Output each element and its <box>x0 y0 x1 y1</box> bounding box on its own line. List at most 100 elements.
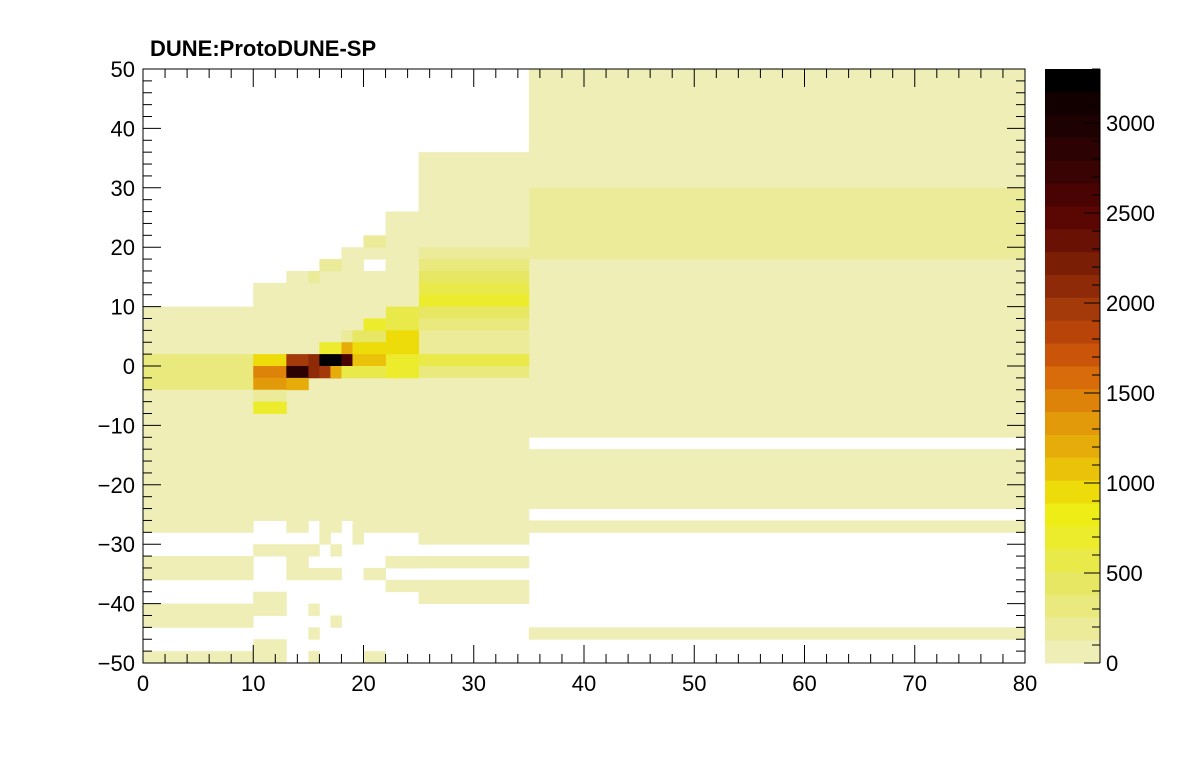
heatmap-cell <box>418 247 530 260</box>
palette-swatch <box>1045 183 1100 207</box>
palette-swatch <box>1045 480 1100 504</box>
heatmap-cell <box>418 591 530 604</box>
heatmap-cell <box>385 306 420 331</box>
y-tick-label: −20 <box>98 473 135 498</box>
heatmap-cell <box>352 508 364 545</box>
palette-swatch <box>1045 434 1100 458</box>
palette-swatch <box>1045 571 1100 595</box>
color-palette <box>1045 69 1100 664</box>
heatmap-cell <box>286 556 309 569</box>
heatmap-cell <box>143 354 254 391</box>
palette-swatch <box>1045 457 1100 481</box>
heatmap-cell <box>319 342 342 355</box>
heatmap-cell <box>363 235 386 248</box>
palette-swatch <box>1045 640 1100 664</box>
palette-swatch <box>1045 388 1100 413</box>
heatmap-cell <box>308 603 320 616</box>
palette-swatch <box>1045 503 1100 527</box>
heatmap-cell <box>330 544 342 557</box>
z-tick-label: 2000 <box>1106 291 1155 316</box>
x-tick-label: 40 <box>572 671 596 696</box>
heatmap-cell <box>528 520 1026 533</box>
palette-swatch <box>1045 297 1100 321</box>
heatmap-cell <box>418 259 530 272</box>
heatmap-cell <box>418 294 530 307</box>
heatmap-cell <box>352 366 386 379</box>
palette-swatch <box>1045 206 1100 230</box>
heatmap-cell <box>308 544 320 557</box>
y-tick-label: 40 <box>111 116 135 141</box>
heatmap-cell <box>253 377 287 391</box>
heatmap-cell <box>330 366 342 379</box>
heatmap-cell <box>286 377 309 391</box>
heatmap-cell <box>253 366 287 379</box>
heatmap-cell <box>363 520 386 533</box>
x-tick-label: 10 <box>241 671 265 696</box>
heatmap-cell <box>528 449 1026 509</box>
heatmap-cell <box>308 270 320 284</box>
heatmap-cell <box>528 627 1026 640</box>
heatmap-cell <box>286 567 342 581</box>
palette-swatch <box>1045 548 1100 573</box>
y-tick-label: −40 <box>98 592 135 617</box>
heatmap-cell <box>528 69 1026 189</box>
y-axis: 50 40 30 20 10 0 −10 −20 −30 −40 −50 <box>98 57 1025 676</box>
heatmap-cell <box>341 342 353 355</box>
palette-swatch <box>1045 160 1100 184</box>
heatmap-cell <box>352 330 386 343</box>
heatmap-cells <box>143 69 1026 664</box>
heatmap-cell <box>352 342 386 355</box>
heatmap-cell <box>385 556 530 569</box>
x-axis: 0 10 20 30 40 50 60 70 80 <box>137 69 1037 696</box>
heatmap-cell <box>253 544 287 557</box>
heatmap-cell <box>363 567 386 581</box>
y-tick-label: −50 <box>98 651 135 676</box>
palette-swatch <box>1045 617 1100 641</box>
heatmap-cell <box>253 389 287 403</box>
z-tick-label: 0 <box>1106 651 1118 676</box>
palette-swatch <box>1045 594 1100 618</box>
heatmap-cell <box>418 377 530 545</box>
heatmap-cell <box>253 354 287 367</box>
heatmap-cell <box>418 354 530 367</box>
heatmap-cell <box>418 306 530 319</box>
z-tick-label: 1000 <box>1106 471 1155 496</box>
palette-swatch <box>1045 411 1100 435</box>
heatmap-cell <box>385 579 530 593</box>
z-tick-label: 3000 <box>1106 111 1155 136</box>
heatmap-cell <box>363 318 386 331</box>
palette-swatch <box>1045 343 1100 367</box>
x-tick-label: 30 <box>462 671 486 696</box>
heatmap-cell <box>528 259 1026 438</box>
heatmap-cell <box>341 330 353 343</box>
heatmap-cell <box>308 354 320 367</box>
z-axis: 3000 2500 2000 1500 1000 500 0 <box>1084 68 1155 676</box>
y-tick-label: 30 <box>111 176 135 201</box>
palette-swatch <box>1045 274 1100 298</box>
heatmap-cell <box>286 366 309 379</box>
y-tick-label: 10 <box>111 295 135 320</box>
heatmap-cell <box>418 330 530 355</box>
heatmap-cell <box>352 354 386 367</box>
z-tick-label: 1500 <box>1106 381 1155 406</box>
heatmap-cell <box>143 651 254 664</box>
heatmap-cell <box>341 496 353 521</box>
y-tick-label: 20 <box>111 235 135 260</box>
heatmap-cell <box>253 413 420 521</box>
palette-swatch <box>1045 91 1100 116</box>
heatmap-cell <box>253 591 287 616</box>
x-tick-label: 20 <box>351 671 375 696</box>
x-tick-label: 80 <box>1013 671 1037 696</box>
palette-swatch <box>1045 114 1100 138</box>
heatmap-cell <box>341 354 353 367</box>
heatmap-cell <box>418 270 530 284</box>
palette-swatch <box>1045 525 1100 550</box>
heatmap-cell <box>418 366 530 379</box>
heatmap-cell <box>418 152 530 248</box>
chart-title: DUNE:ProtoDUNE-SP <box>150 36 376 61</box>
palette-swatch <box>1045 228 1100 253</box>
heatmap-cell <box>143 389 254 414</box>
heatmap-cell <box>319 354 342 367</box>
heatmap-cell <box>363 651 386 664</box>
heatmap-cell <box>418 532 530 545</box>
